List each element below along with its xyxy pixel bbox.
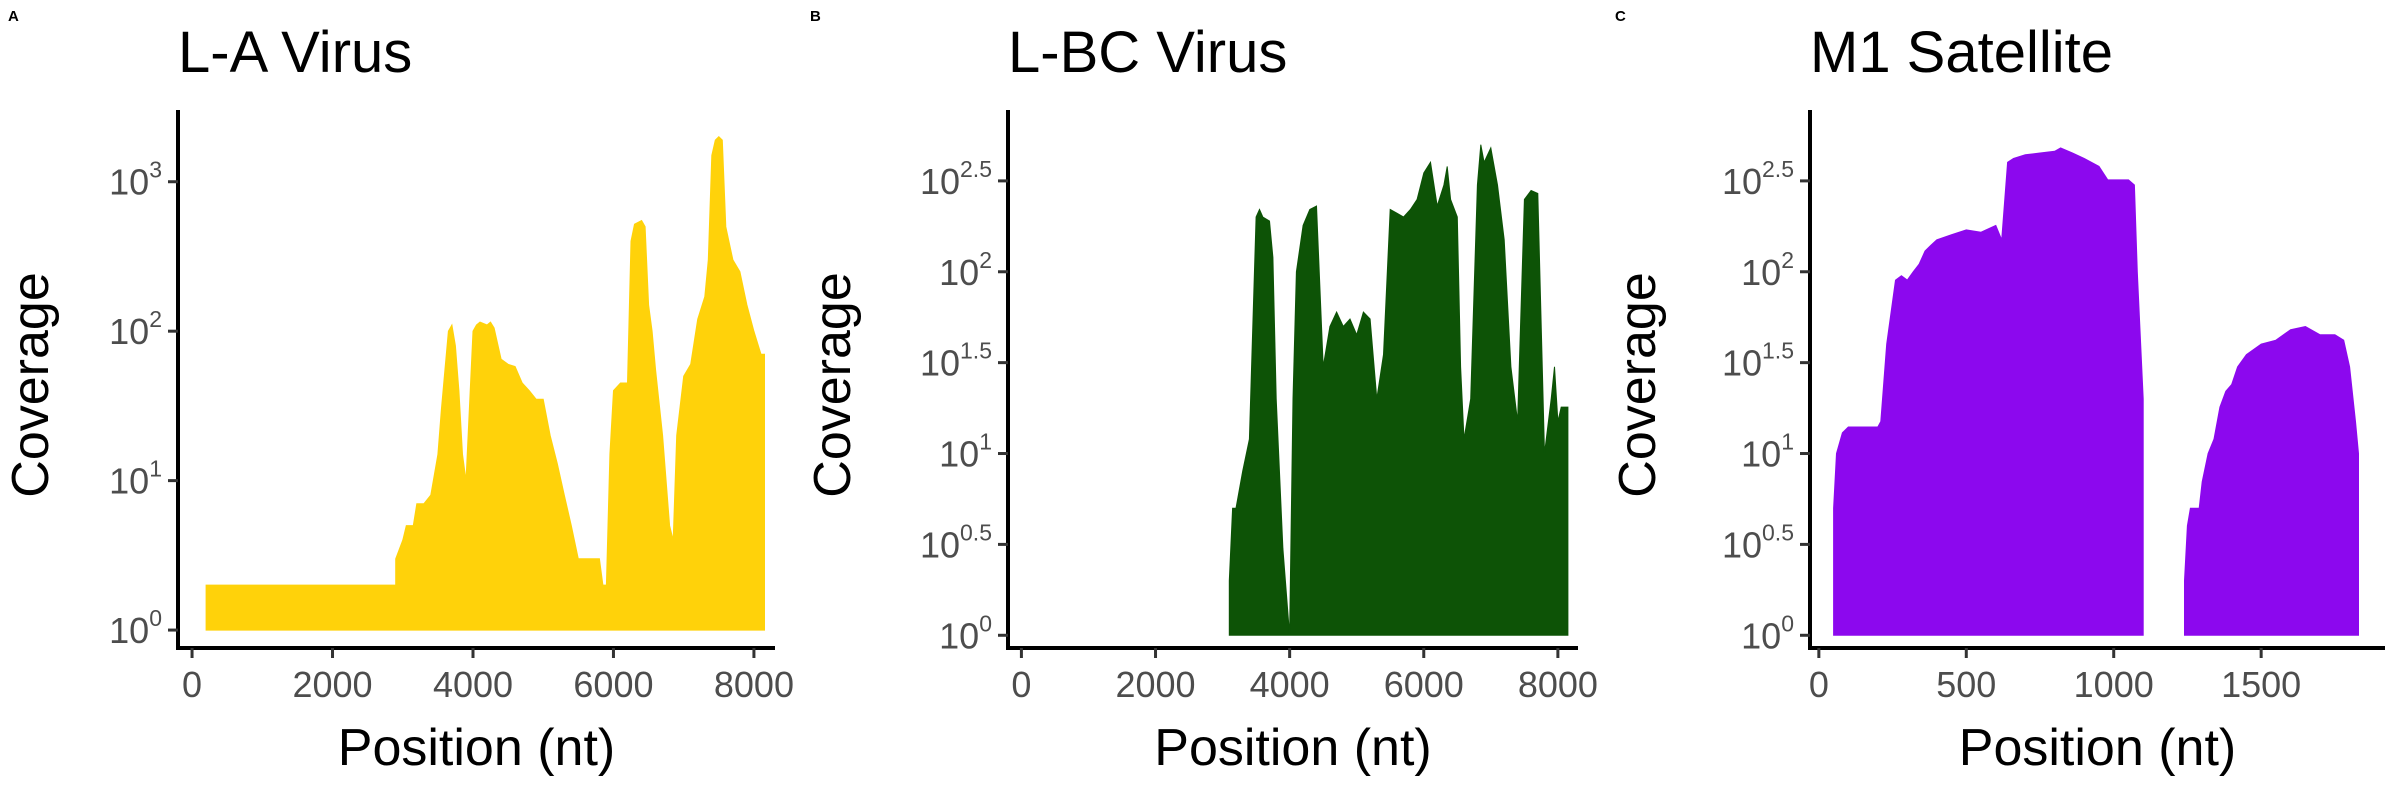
coverage-area-series [1228, 144, 1569, 636]
y-tick-label: 102.5 [920, 156, 992, 202]
x-tick-label: 8000 [714, 664, 794, 705]
y-tick-label: 100 [1741, 610, 1794, 656]
x-tick-label: 0 [1011, 664, 1031, 705]
y-tick-label: 100 [109, 605, 162, 651]
x-tick-label: 4000 [433, 664, 513, 705]
x-tick-label: 4000 [1250, 664, 1330, 705]
y-axis-title: Coverage [804, 272, 862, 497]
y-tick-label: 101 [109, 456, 162, 502]
y-axis-title: Coverage [1609, 272, 1667, 497]
x-axis-title: Position (nt) [1959, 719, 2236, 777]
x-tick-label: 2000 [292, 664, 372, 705]
chart-panel-b: B L-BC Virus 0 2000 4000 6000 8000 100 100.5 101 1… [804, 8, 1598, 777]
y-tick-label: 100.5 [920, 519, 992, 565]
y-tick-label: 101 [1741, 429, 1794, 475]
panel-letter: A [8, 8, 19, 25]
chart-panel-c: C M1 Satellite 0 500 1000 1500 100 100.5 101 101.… [1609, 8, 2385, 777]
chart-title: M1 Satellite [1810, 20, 2113, 85]
y-tick-label: 101.5 [920, 338, 992, 384]
x-tick-label: 0 [1809, 664, 1829, 705]
x-axis-title: Position (nt) [1154, 719, 1431, 777]
y-tick-label: 102 [939, 247, 992, 293]
chart-panel-a: A L-A Virus 0 2000 4000 6000 8000 100 101 102 103 P… [2, 8, 794, 777]
axis-lines [1808, 110, 2385, 650]
y-tick-label: 101.5 [1722, 338, 1794, 384]
y-tick-label: 101 [939, 429, 992, 475]
chart-title: L-A Virus [178, 20, 412, 85]
chart-title: L-BC Virus [1008, 20, 1287, 85]
y-tick-label: 102 [109, 306, 162, 352]
y-axis-title: Coverage [2, 272, 60, 497]
y-tick-label: 102 [1741, 247, 1794, 293]
x-tick-label: 0 [182, 664, 202, 705]
y-tick-label: 100.5 [1722, 519, 1794, 565]
axis-lines [1006, 110, 1578, 650]
x-tick-label: 1000 [2074, 664, 2154, 705]
y-tick-label: 102.5 [1722, 156, 1794, 202]
x-tick-label: 8000 [1518, 664, 1598, 705]
panel-letter: C [1615, 8, 1626, 25]
y-tick-label: 103 [109, 157, 162, 203]
panel-letter: B [810, 8, 821, 25]
x-tick-label: 6000 [1384, 664, 1464, 705]
coverage-area-series [205, 136, 765, 631]
y-tick-label: 100 [939, 610, 992, 656]
axis-lines [176, 110, 775, 650]
x-axis-title: Position (nt) [338, 719, 615, 777]
x-tick-label: 6000 [573, 664, 653, 705]
coverage-area-series-1 [1833, 147, 2144, 636]
x-tick-label: 500 [1936, 664, 1996, 705]
coverage-area-series-2 [2184, 325, 2359, 636]
x-tick-label: 2000 [1115, 664, 1195, 705]
x-tick-label: 1500 [2221, 664, 2301, 705]
